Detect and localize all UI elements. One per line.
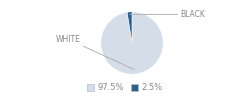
Text: WHITE: WHITE xyxy=(56,35,134,69)
Legend: 97.5%, 2.5%: 97.5%, 2.5% xyxy=(84,80,166,96)
Text: BLACK: BLACK xyxy=(130,10,205,19)
Wedge shape xyxy=(127,12,132,43)
Wedge shape xyxy=(101,12,163,74)
